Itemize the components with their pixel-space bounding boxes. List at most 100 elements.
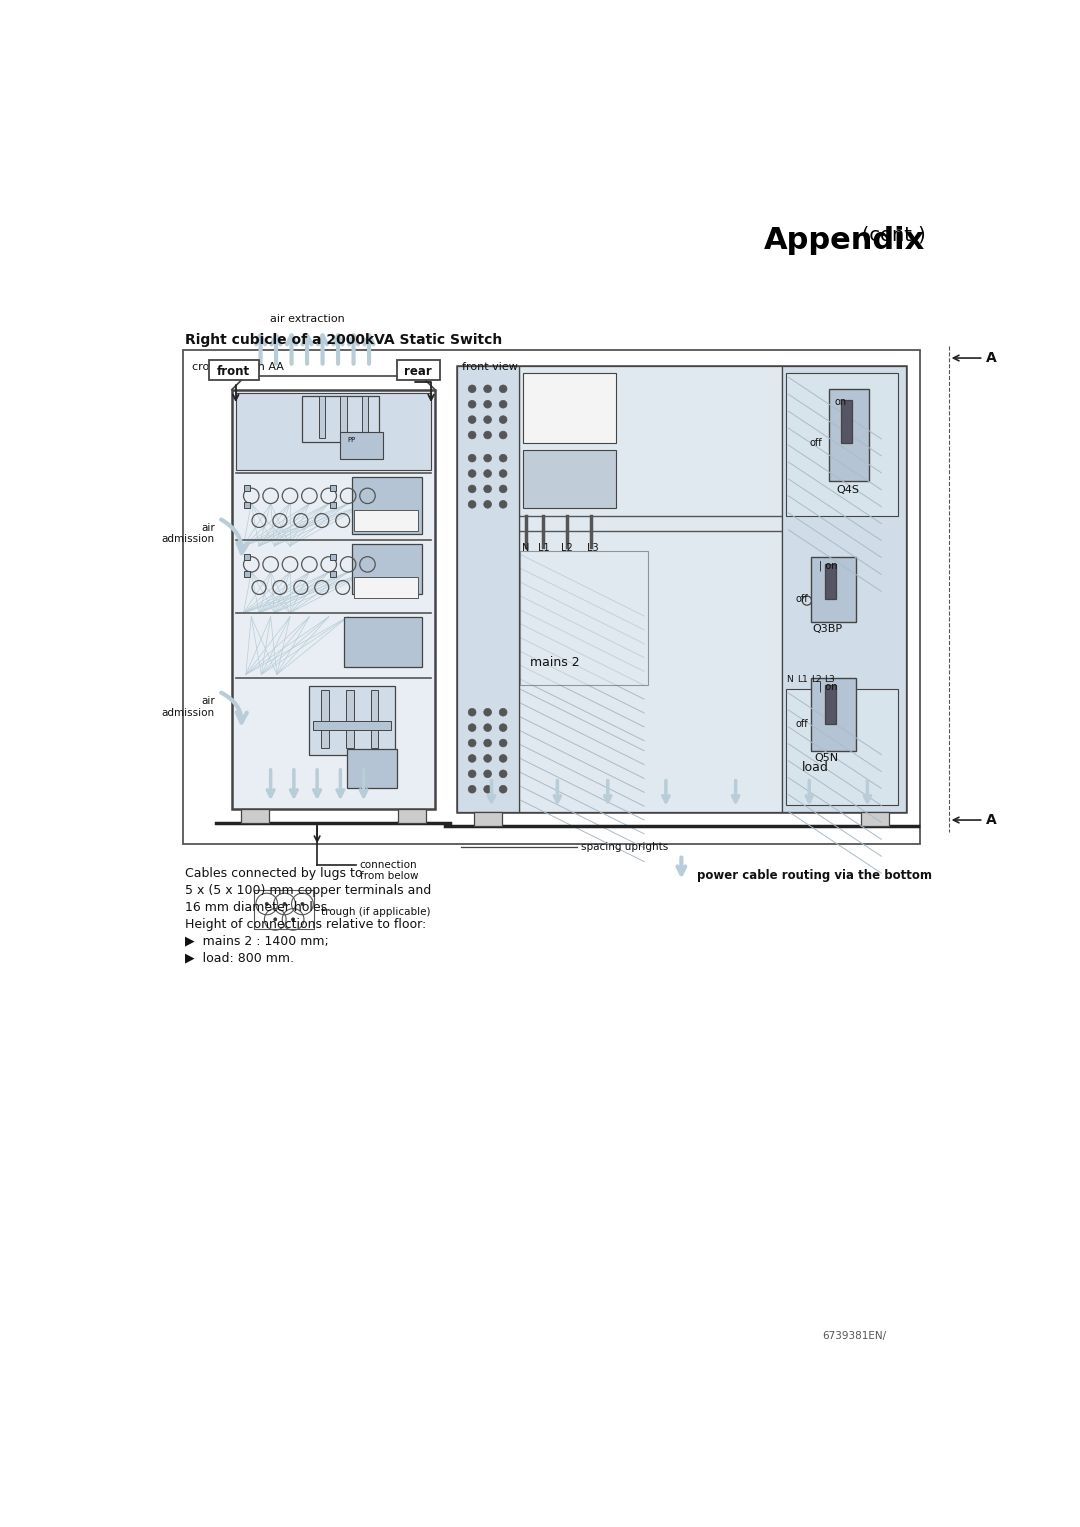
Bar — [340, 432, 383, 460]
Circle shape — [499, 709, 507, 716]
Text: power cable routing via the bottom: power cable routing via the bottom — [697, 869, 932, 883]
Bar — [474, 812, 501, 826]
Circle shape — [469, 431, 476, 438]
Bar — [301, 395, 379, 441]
Text: | on: | on — [819, 681, 837, 692]
Text: cross-section AA: cross-section AA — [192, 362, 284, 373]
Bar — [397, 360, 440, 380]
Bar — [825, 686, 836, 724]
Text: L2: L2 — [811, 675, 822, 684]
Text: off: off — [795, 719, 808, 728]
Text: air
admission: air admission — [162, 522, 215, 545]
Circle shape — [469, 486, 476, 493]
Bar — [786, 689, 899, 805]
Text: on: on — [835, 397, 847, 406]
Bar — [329, 571, 336, 577]
Bar — [457, 366, 518, 812]
Bar — [782, 366, 906, 812]
Bar — [208, 360, 259, 380]
Bar — [523, 374, 616, 443]
Circle shape — [499, 400, 507, 408]
Text: (cont.): (cont.) — [793, 226, 926, 244]
Bar — [340, 395, 347, 438]
Circle shape — [469, 724, 476, 731]
Text: Q4S: Q4S — [836, 486, 860, 495]
Text: A: A — [986, 812, 997, 828]
Circle shape — [499, 770, 507, 777]
Text: mains 2: mains 2 — [530, 655, 580, 669]
Text: off: off — [809, 438, 822, 447]
Circle shape — [469, 400, 476, 408]
Text: 5 x (5 x 100) mm copper terminals and: 5 x (5 x 100) mm copper terminals and — [186, 884, 432, 896]
Bar — [244, 486, 251, 492]
Circle shape — [484, 739, 491, 747]
Text: connection: connection — [360, 860, 417, 870]
Bar — [313, 721, 391, 730]
Bar — [352, 476, 422, 534]
Circle shape — [484, 454, 491, 463]
Bar — [352, 544, 422, 594]
Text: Q5N: Q5N — [814, 753, 839, 764]
Text: load: load — [801, 760, 828, 774]
Bar — [347, 750, 397, 788]
Circle shape — [484, 754, 491, 762]
Bar — [244, 554, 251, 560]
Text: front: front — [217, 365, 249, 377]
Text: 16 mm diameter holes.: 16 mm diameter holes. — [186, 901, 332, 913]
Text: Right cubicle of a 2000kVA Static Switch: Right cubicle of a 2000kVA Static Switch — [186, 333, 502, 347]
Bar — [523, 450, 616, 508]
Bar — [521, 551, 648, 686]
Bar — [321, 690, 328, 748]
Bar — [786, 374, 899, 516]
Circle shape — [484, 385, 491, 392]
Bar — [244, 571, 251, 577]
Circle shape — [499, 785, 507, 793]
Circle shape — [499, 724, 507, 731]
Bar — [235, 394, 431, 470]
Text: ▶  mains 2 : 1400 mm;: ▶ mains 2 : 1400 mm; — [186, 935, 329, 948]
Bar — [319, 395, 325, 438]
Circle shape — [499, 470, 507, 478]
Bar — [354, 510, 418, 531]
Circle shape — [499, 431, 507, 438]
Circle shape — [266, 902, 268, 906]
Circle shape — [484, 486, 491, 493]
Text: A: A — [986, 351, 997, 365]
Bar — [232, 389, 435, 809]
Circle shape — [469, 501, 476, 508]
Circle shape — [499, 415, 507, 423]
Circle shape — [469, 785, 476, 793]
Circle shape — [469, 454, 476, 463]
Text: L3: L3 — [824, 675, 835, 684]
Bar — [362, 395, 368, 438]
Bar — [811, 557, 855, 621]
Circle shape — [283, 902, 286, 906]
Circle shape — [484, 724, 491, 731]
Bar — [457, 366, 906, 812]
Circle shape — [469, 470, 476, 478]
Circle shape — [499, 739, 507, 747]
Text: 6739381EN/: 6739381EN/ — [823, 1330, 887, 1341]
Bar — [828, 389, 869, 481]
Text: spacing uprights: spacing uprights — [581, 841, 667, 852]
Circle shape — [484, 431, 491, 438]
Text: air extraction: air extraction — [270, 315, 345, 324]
Circle shape — [469, 415, 476, 423]
Circle shape — [484, 501, 491, 508]
Circle shape — [469, 709, 476, 716]
Bar — [861, 812, 889, 826]
Text: L1: L1 — [538, 542, 550, 553]
Circle shape — [484, 709, 491, 716]
Text: ▶  load: 800 mm.: ▶ load: 800 mm. — [186, 951, 295, 965]
Circle shape — [484, 470, 491, 478]
Text: rear: rear — [404, 365, 432, 377]
Text: from below: from below — [360, 870, 418, 881]
Circle shape — [484, 785, 491, 793]
Bar — [397, 809, 426, 823]
Circle shape — [273, 918, 276, 921]
Bar — [345, 617, 422, 667]
Text: Height of connections relative to floor:: Height of connections relative to floor: — [186, 918, 427, 931]
Bar — [346, 690, 353, 748]
Circle shape — [469, 754, 476, 762]
Bar — [370, 690, 378, 748]
